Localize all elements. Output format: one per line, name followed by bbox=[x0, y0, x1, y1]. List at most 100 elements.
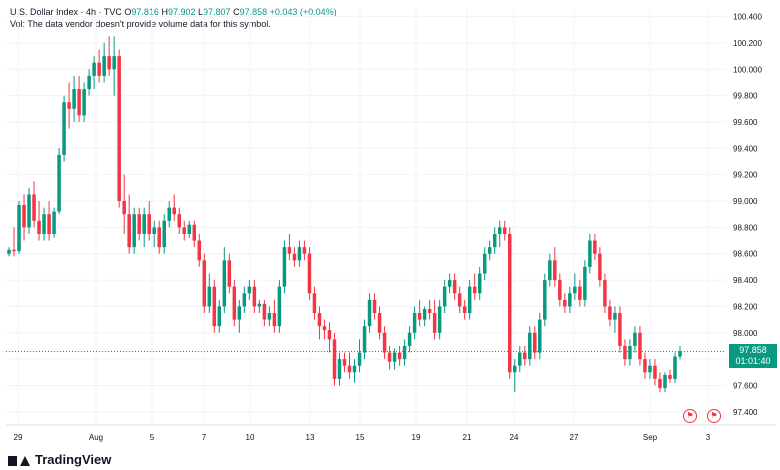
open-value: 97.816 bbox=[131, 7, 159, 17]
candle-body bbox=[287, 247, 292, 254]
y-tick-label: 99.200 bbox=[733, 171, 758, 180]
open-label: O bbox=[124, 7, 132, 17]
x-tick-label: 19 bbox=[412, 433, 421, 442]
candle-body bbox=[643, 359, 647, 373]
candle-body bbox=[553, 260, 557, 281]
candle-body bbox=[7, 249, 11, 254]
candle-body bbox=[377, 313, 382, 333]
tradingview-logo[interactable]: TradingView bbox=[8, 452, 111, 467]
candle-body bbox=[492, 233, 497, 248]
candle-body bbox=[147, 214, 151, 234]
candle-body bbox=[538, 319, 542, 353]
candle-body bbox=[252, 286, 257, 307]
candle-body bbox=[673, 356, 677, 379]
flag-us-icon[interactable]: ⚑ bbox=[707, 409, 721, 423]
y-tick-label: 100.400 bbox=[733, 13, 762, 22]
x-tick-label: 5 bbox=[150, 433, 155, 442]
y-tick-label: 98.400 bbox=[733, 276, 758, 285]
candle-body bbox=[578, 286, 582, 300]
candle-body bbox=[357, 352, 362, 366]
candle-body bbox=[663, 374, 667, 389]
y-tick-label: 100.000 bbox=[733, 65, 762, 74]
candle-body bbox=[487, 247, 492, 254]
candle-body bbox=[52, 211, 56, 234]
header-ohlc-line: U.S. Dollar Index · 4h · TVC O97.816 H97… bbox=[10, 6, 337, 18]
candle-body bbox=[598, 253, 602, 281]
candle-body bbox=[77, 89, 81, 116]
high-value: 97.902 bbox=[167, 7, 196, 17]
candle-body bbox=[678, 351, 682, 357]
candle-body bbox=[257, 303, 262, 307]
y-tick-label: 98.200 bbox=[733, 302, 758, 311]
candle-body bbox=[12, 249, 16, 252]
candle-body bbox=[518, 352, 522, 366]
candle-body bbox=[87, 75, 91, 90]
candle-body bbox=[497, 227, 502, 234]
candle-body bbox=[633, 332, 637, 346]
y-tick-label: 99.800 bbox=[733, 92, 758, 101]
candle-body bbox=[447, 280, 452, 287]
flag-us-icon[interactable]: ⚑ bbox=[683, 409, 697, 423]
y-tick-label: 98.800 bbox=[733, 223, 758, 232]
close-value: 97.858 bbox=[239, 7, 268, 17]
last-price-tag: 97.858 01:01:40 bbox=[729, 344, 777, 368]
y-tick-label: 97.600 bbox=[733, 381, 758, 390]
last-price-value: 97.858 bbox=[739, 345, 767, 355]
candle-body bbox=[402, 345, 407, 360]
candle-body bbox=[292, 253, 297, 261]
candle-body bbox=[72, 89, 76, 109]
candle-body bbox=[227, 260, 232, 287]
candle-body bbox=[477, 273, 482, 294]
low-label: L bbox=[198, 7, 204, 17]
candle-body bbox=[367, 299, 372, 327]
candle-body bbox=[317, 313, 322, 327]
candle-body bbox=[92, 62, 96, 76]
x-tick-label: 3 bbox=[706, 433, 711, 442]
candle-body bbox=[102, 56, 106, 76]
candle-body bbox=[32, 194, 36, 221]
candle-body bbox=[132, 214, 136, 248]
x-tick-label: 7 bbox=[202, 433, 207, 442]
candle-body bbox=[382, 332, 387, 353]
candle-body bbox=[638, 332, 642, 360]
candle-body bbox=[342, 359, 347, 366]
candle-body bbox=[37, 220, 41, 234]
x-tick-label: 29 bbox=[14, 433, 23, 442]
candle-body bbox=[442, 286, 447, 307]
candle-body bbox=[387, 352, 392, 362]
candle-body bbox=[653, 365, 657, 379]
candle-body bbox=[112, 56, 116, 70]
candle-body bbox=[467, 286, 472, 314]
candle-body bbox=[142, 214, 146, 234]
candle-body bbox=[437, 306, 442, 333]
x-tick-label: 15 bbox=[356, 433, 365, 442]
candle-body bbox=[22, 204, 26, 228]
x-tick-label: 13 bbox=[306, 433, 315, 442]
candle-body bbox=[628, 345, 632, 360]
candle-body bbox=[422, 309, 427, 320]
candle-body bbox=[277, 286, 282, 327]
candle-body bbox=[312, 293, 317, 314]
candle-body bbox=[167, 207, 171, 221]
candle-body bbox=[67, 102, 71, 109]
candle-body bbox=[247, 286, 252, 294]
x-tick-label: 24 bbox=[510, 433, 519, 442]
low-value: 97.807 bbox=[203, 7, 231, 17]
candle-body bbox=[513, 365, 517, 373]
x-tick-label: Sep bbox=[643, 433, 658, 442]
candle-body bbox=[563, 299, 567, 307]
candle-body bbox=[127, 214, 131, 248]
volume-note: Vol: The data vendor doesn't provide vol… bbox=[10, 19, 271, 29]
bar-countdown: 01:01:40 bbox=[735, 356, 771, 366]
candle-body bbox=[302, 247, 307, 254]
logo-text: TradingView bbox=[35, 452, 112, 467]
x-tick-label: 10 bbox=[246, 433, 255, 442]
candle-body bbox=[417, 313, 422, 320]
candle-body bbox=[658, 378, 662, 389]
y-tick-label: 99.600 bbox=[733, 118, 758, 127]
tradingview-logo-icon bbox=[8, 454, 30, 466]
candle-body bbox=[242, 293, 247, 307]
candle-body bbox=[212, 286, 217, 327]
high-label: H bbox=[161, 7, 168, 17]
